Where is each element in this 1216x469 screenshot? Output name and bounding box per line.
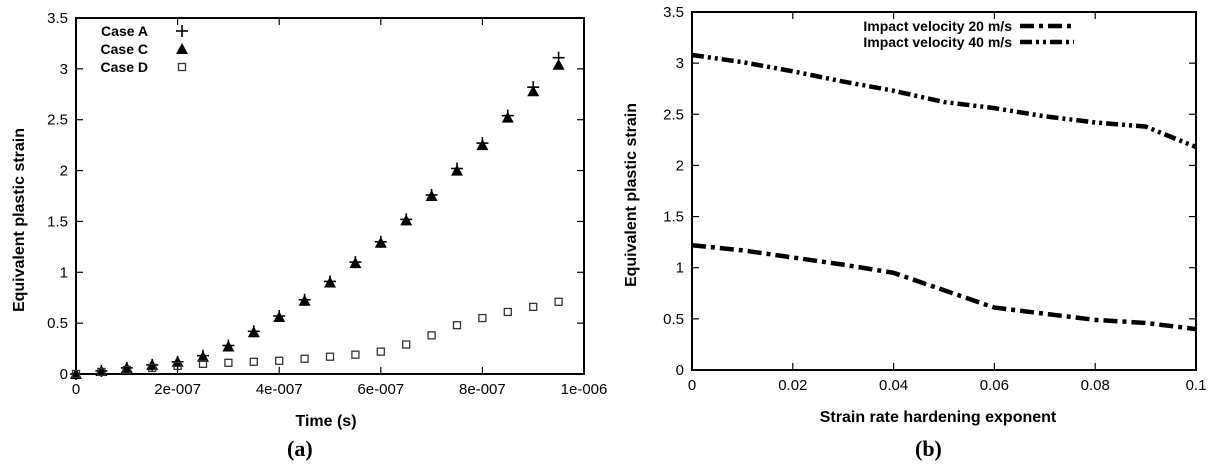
- data-point: [478, 313, 487, 323]
- y-tick-label: 3.5: [663, 4, 684, 21]
- legend-label: Case D: [101, 59, 148, 75]
- data-point: [247, 326, 260, 338]
- legend-label: Impact velocity 40 m/s: [863, 34, 1012, 50]
- data-point: [400, 214, 413, 226]
- data-point: [173, 361, 182, 371]
- legend-label: Impact velocity 20 m/s: [863, 18, 1012, 34]
- x-axis-title: Strain rate hardening exponent: [820, 409, 1057, 426]
- plot-area-a: 0 2e-007 4e-007 6e-007 8e-007 1e-006 0 0.5 1 1.5 2…: [47, 10, 607, 398]
- legend-label: Case C: [101, 41, 148, 57]
- data-point: [376, 347, 385, 356]
- data-point: [501, 111, 514, 123]
- data-point: [275, 356, 284, 365]
- plot-frame: [691, 11, 1197, 371]
- plot-area-b: 0 0.02 0.04 0.06 0.08 0.1 0 0.5 1 1.5 2 2.5 3 3.5: [663, 4, 1206, 394]
- x-tick-label: 0: [72, 381, 80, 398]
- y-tick-label: 3.5: [47, 10, 68, 27]
- data-point: [198, 359, 208, 368]
- x-axis-title: Time (s): [295, 413, 356, 430]
- panel-label-b: (b): [915, 436, 942, 461]
- x-tick-label: 0.04: [879, 377, 908, 394]
- series-line-impact-velocity-40-m-s: [691, 52, 1197, 150]
- legend-a: Case A Case C Case D: [101, 23, 188, 75]
- data-point: [222, 340, 235, 352]
- y-axis-title: Equivalent plastic strain: [11, 128, 28, 312]
- data-point: [402, 340, 411, 349]
- x-tick-label: 0.1: [1186, 377, 1207, 394]
- x-tick-label: 2e-007: [154, 381, 201, 398]
- x-tick-label: 8e-007: [459, 381, 506, 398]
- data-point: [325, 352, 335, 361]
- data-point: [451, 164, 463, 176]
- data-point: [554, 297, 563, 306]
- legend-label: Case A: [101, 23, 148, 39]
- data-point: [197, 350, 209, 362]
- x-tick-label: 0.08: [1081, 377, 1110, 394]
- x-tick-label: 0.06: [980, 377, 1009, 394]
- data-point: [452, 321, 462, 330]
- x-tick-label: 6e-007: [357, 381, 404, 398]
- legend-marker: [177, 62, 187, 72]
- series-case-a: [70, 51, 565, 380]
- y-tick-label: 1: [60, 264, 68, 281]
- data-point: [374, 236, 387, 248]
- y-tick-label: 0.5: [663, 311, 684, 328]
- data-point: [122, 365, 131, 375]
- data-point: [425, 190, 438, 201]
- plot-frame: [75, 17, 585, 375]
- y-axis-title-text: Equivalent plastic strain: [11, 128, 28, 312]
- panel-label-a: (a): [287, 436, 313, 461]
- y-tick-label: 0: [676, 362, 684, 379]
- x-tick-label: 0.02: [778, 377, 807, 394]
- y-tick-label: 2.5: [47, 112, 68, 129]
- data-point: [97, 367, 106, 377]
- data-point: [224, 358, 233, 367]
- data-point: [148, 363, 157, 373]
- data-point: [351, 350, 360, 359]
- series-line-impact-velocity-20-m-s: [691, 242, 1197, 332]
- y-tick-label: 2: [676, 157, 684, 174]
- x-tick-label: 1e-006: [561, 381, 608, 398]
- y-tick-label: 0.5: [47, 315, 68, 332]
- series-case-c: [70, 58, 565, 379]
- data-point: [427, 331, 436, 340]
- series-case-d: [71, 297, 563, 379]
- data-point: [249, 357, 258, 366]
- chart-a: Equivalent plastic strain Time (s) 0 2e-0…: [11, 10, 607, 430]
- y-tick-label: 1.5: [47, 213, 68, 230]
- x-tick-label: 4e-007: [256, 381, 303, 398]
- legend-marker: [176, 43, 188, 54]
- data-point: [476, 139, 489, 151]
- data-point: [273, 311, 286, 323]
- y-axis-title: Equivalent plastic strain: [623, 103, 640, 287]
- legend-marker: [176, 25, 188, 37]
- data-point: [349, 257, 362, 269]
- y-tick-label: 2: [60, 163, 68, 180]
- data-point: [71, 369, 81, 379]
- data-point: [529, 302, 538, 312]
- data-point: [527, 85, 540, 97]
- y-tick-label: 1: [676, 260, 684, 277]
- y-tick-label: 3: [60, 61, 68, 78]
- y-axis-title-text: Equivalent plastic strain: [623, 103, 640, 287]
- x-tick-label: 0: [688, 377, 696, 394]
- data-point: [298, 294, 311, 306]
- y-tick-label: 2.5: [663, 106, 684, 123]
- chart-b: Equivalent plastic strain Strain rate ha…: [623, 4, 1206, 426]
- y-tick-label: 3: [676, 55, 684, 72]
- data-point: [552, 58, 565, 70]
- data-point: [503, 307, 512, 317]
- y-tick-label: 0: [60, 366, 68, 383]
- data-point: [324, 276, 336, 288]
- data-point: [300, 354, 309, 363]
- y-tick-label: 1.5: [663, 209, 684, 226]
